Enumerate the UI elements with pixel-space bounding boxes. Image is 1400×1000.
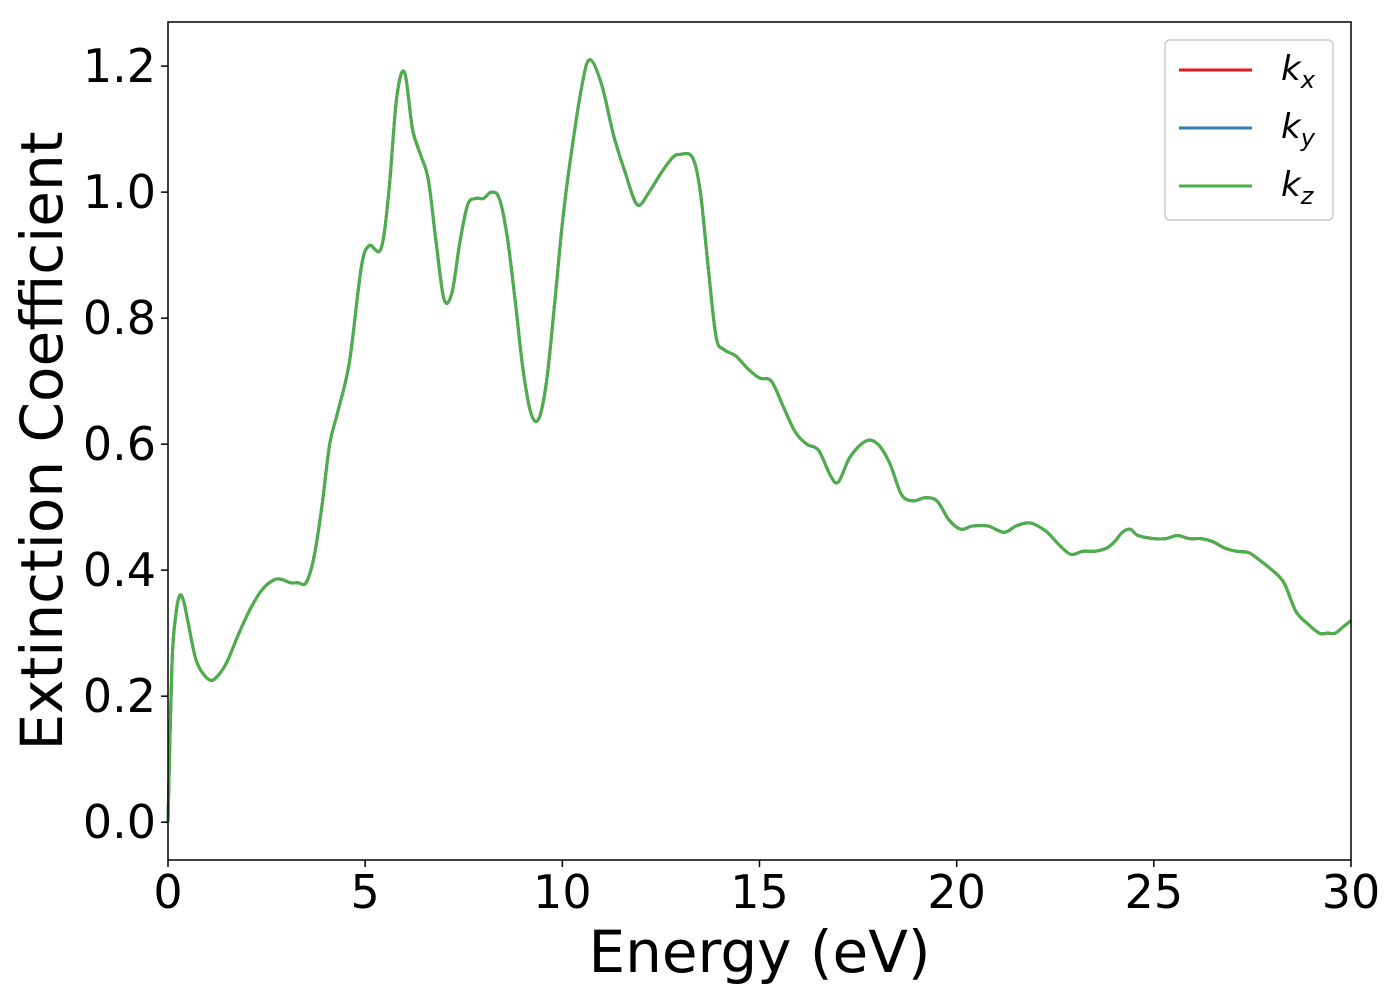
x-tick-label: 10 xyxy=(533,865,592,919)
x-tick-label: 25 xyxy=(1125,865,1184,919)
legend-label-kx: kx xyxy=(1281,49,1316,94)
x-axis-ticks: 0 5 10 15 20 25 30 xyxy=(153,860,1380,919)
y-tick-label: 0.2 xyxy=(83,669,156,723)
x-tick-label: 5 xyxy=(351,865,380,919)
legend-label-base: k xyxy=(1281,107,1302,147)
y-tick-label: 1.0 xyxy=(83,165,156,219)
legend-label-kz: kz xyxy=(1281,165,1315,210)
series-layer xyxy=(166,58,1352,823)
legend-label-base: k xyxy=(1281,165,1302,205)
y-tick-label: 0.6 xyxy=(83,417,156,471)
y-axis-title: Extinction Coefficient xyxy=(8,132,76,751)
series-line-kz xyxy=(166,58,1352,823)
legend-box xyxy=(1164,39,1334,221)
y-tick-label: 0.8 xyxy=(83,291,156,345)
legend-label-base: k xyxy=(1281,49,1302,89)
x-tick-label: 20 xyxy=(927,865,986,919)
x-tick-label: 0 xyxy=(153,865,182,919)
y-axis-ticks: 0.0 0.2 0.4 0.6 0.8 1.0 1.2 xyxy=(83,39,168,849)
legend-label-ky: ky xyxy=(1281,107,1316,152)
x-tick-label: 15 xyxy=(730,865,789,919)
x-axis-title: Energy (eV) xyxy=(588,918,930,986)
x-tick-label: 30 xyxy=(1322,865,1381,919)
legend-label-subscript: z xyxy=(1300,182,1315,210)
y-tick-label: 0.0 xyxy=(83,795,156,849)
legend-label-subscript: x xyxy=(1300,66,1316,94)
y-tick-label: 0.4 xyxy=(83,543,156,597)
y-tick-label: 1.2 xyxy=(83,39,156,93)
legend-label-subscript: y xyxy=(1300,124,1316,152)
